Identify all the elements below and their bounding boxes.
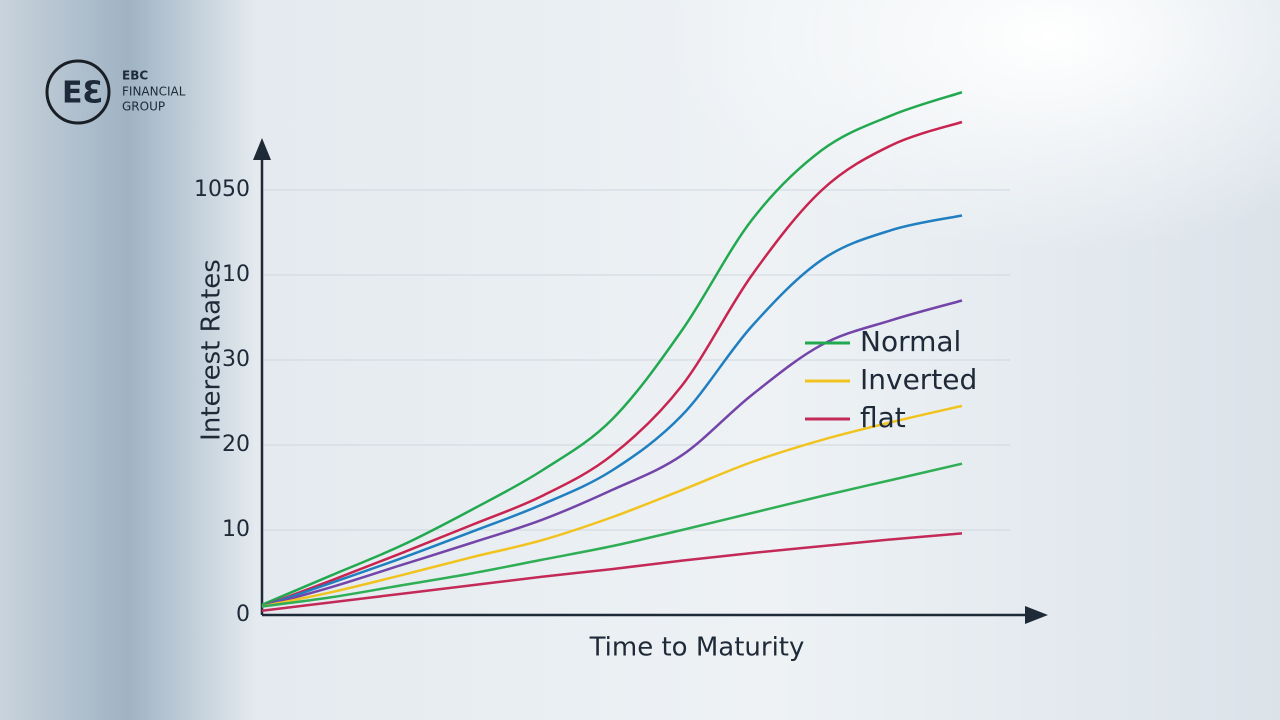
logo-line: GROUP	[122, 100, 165, 114]
y-axis-label: Interest Rates	[197, 259, 227, 441]
x-axis-arrow	[1025, 606, 1048, 624]
series-line	[261, 91, 963, 606]
legend-label: Normal	[860, 325, 961, 358]
y-tick-label: 10	[222, 517, 250, 542]
logo-ring	[45, 59, 111, 125]
y-tick-label: 30	[222, 347, 250, 372]
logo-mark: ЕƐ	[62, 76, 103, 111]
x-axis-label: Time to Maturity	[589, 633, 805, 663]
series-line	[261, 299, 963, 608]
logo: ЕƐ EBC FINANCIAL GROUP	[45, 59, 186, 125]
logo-name: EBC	[122, 69, 148, 83]
y-tick-label: 1050	[194, 177, 250, 202]
logo-line: FINANCIAL	[122, 85, 186, 99]
series-line	[261, 462, 963, 608]
y-tick-label: 10	[222, 262, 250, 287]
series-line	[261, 404, 963, 608]
series-line	[261, 120, 963, 608]
series-line	[261, 214, 963, 608]
y-axis-arrow	[253, 138, 271, 160]
y-tick-label: 0	[236, 602, 250, 627]
series-line	[261, 532, 963, 612]
legend-label: flat	[860, 401, 906, 434]
y-tick-label: 20	[222, 432, 250, 457]
legend-label: Inverted	[860, 363, 977, 396]
